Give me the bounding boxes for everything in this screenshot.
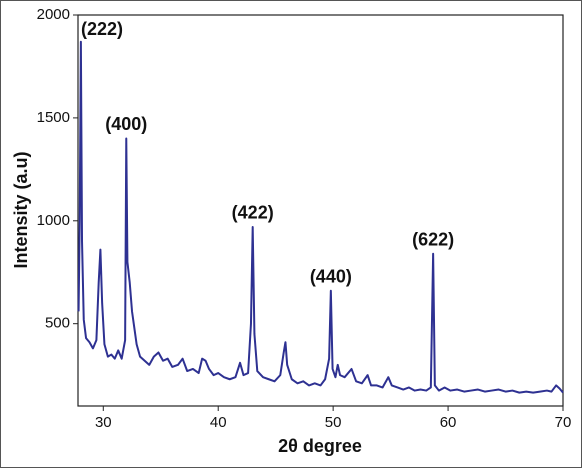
peak-label: (400) [105, 114, 147, 134]
peak-label: (440) [310, 267, 352, 287]
x-tick-label: 50 [325, 414, 342, 431]
xrd-line [77, 40, 564, 394]
y-tick-label: 1500 [37, 109, 70, 126]
plot-area [77, 14, 564, 407]
y-tick-label: 500 [45, 315, 70, 332]
peak-label: (422) [232, 203, 274, 223]
peak-label: (222) [81, 19, 123, 39]
y-axis-label: Intensity (a.u) [11, 151, 31, 268]
x-tick-label: 60 [440, 414, 457, 431]
peak-label: (622) [412, 229, 454, 249]
y-tick-label: 2000 [37, 6, 70, 23]
x-tick-label: 30 [95, 414, 112, 431]
x-tick-label: 40 [210, 414, 227, 431]
x-axis-label: 2θ degree [278, 436, 362, 456]
y-tick-label: 1000 [37, 212, 70, 229]
x-tick-label: 70 [555, 414, 572, 431]
